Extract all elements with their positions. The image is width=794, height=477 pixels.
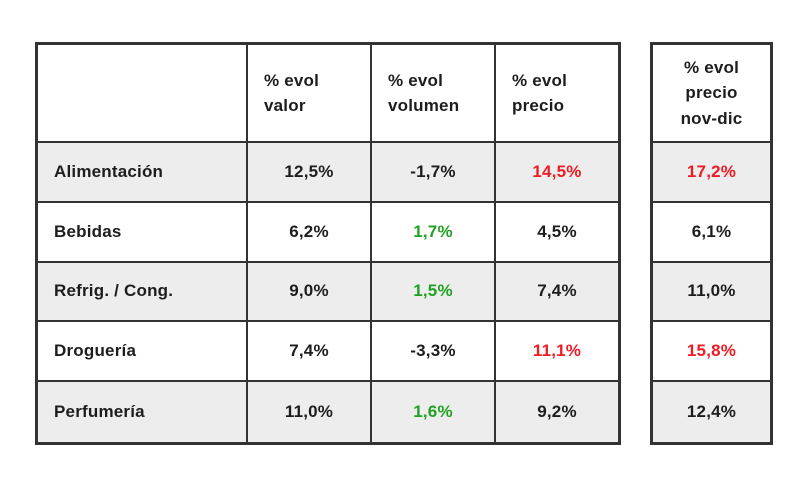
main-table: % evol valor % evol volumen % evol preci… [35,42,621,445]
header-evol-valor: % evol valor [248,45,372,143]
cell-novdic-perfumeria: 12,4% [653,382,770,442]
cell-alimentacion-valor: 12,5% [248,143,372,203]
cell-drogueria-precio: 11,1% [496,322,618,383]
cell-novdic-alimentacion: 17,2% [653,143,770,203]
cell-novdic-refrig: 11,0% [653,262,770,323]
header-evol-precio: % evol precio [496,45,618,143]
row-label-refrig-cong: Refrig. / Cong. [38,262,248,323]
row-label-perfumeria: Perfumería [38,382,248,442]
cell-bebidas-valor: 6,2% [248,202,372,263]
row-label-alimentacion: Alimentación [38,143,248,203]
cell-perfumeria-valor: 11,0% [248,382,372,442]
cell-bebidas-precio: 4,5% [496,203,618,263]
side-table-precio-nov-dic: % evol precio nov-dic 17,2% 6,1% 11,0% 1… [650,42,773,445]
cell-drogueria-valor: 7,4% [248,322,372,383]
header-evol-volumen: % evol volumen [372,45,496,143]
row-label-bebidas: Bebidas [38,202,248,263]
cell-perfumeria-precio: 9,2% [496,382,618,442]
cell-drogueria-volumen: -3,3% [372,322,496,383]
cell-perfumeria-volumen: 1,6% [372,382,496,442]
cell-refrig-valor: 9,0% [248,262,372,323]
cell-novdic-drogueria: 15,8% [653,322,770,383]
cell-refrig-volumen: 1,5% [372,262,496,323]
corner-cell [38,45,248,143]
cell-bebidas-volumen: 1,7% [372,202,496,263]
header-evol-precio-nov-dic: % evol precio nov-dic [653,45,770,143]
row-label-drogueria: Droguería [38,322,248,383]
cell-alimentacion-precio: 14,5% [496,143,618,203]
cell-alimentacion-volumen: -1,7% [372,143,496,203]
cell-novdic-bebidas: 6,1% [653,203,770,263]
cell-refrig-precio: 7,4% [496,262,618,323]
